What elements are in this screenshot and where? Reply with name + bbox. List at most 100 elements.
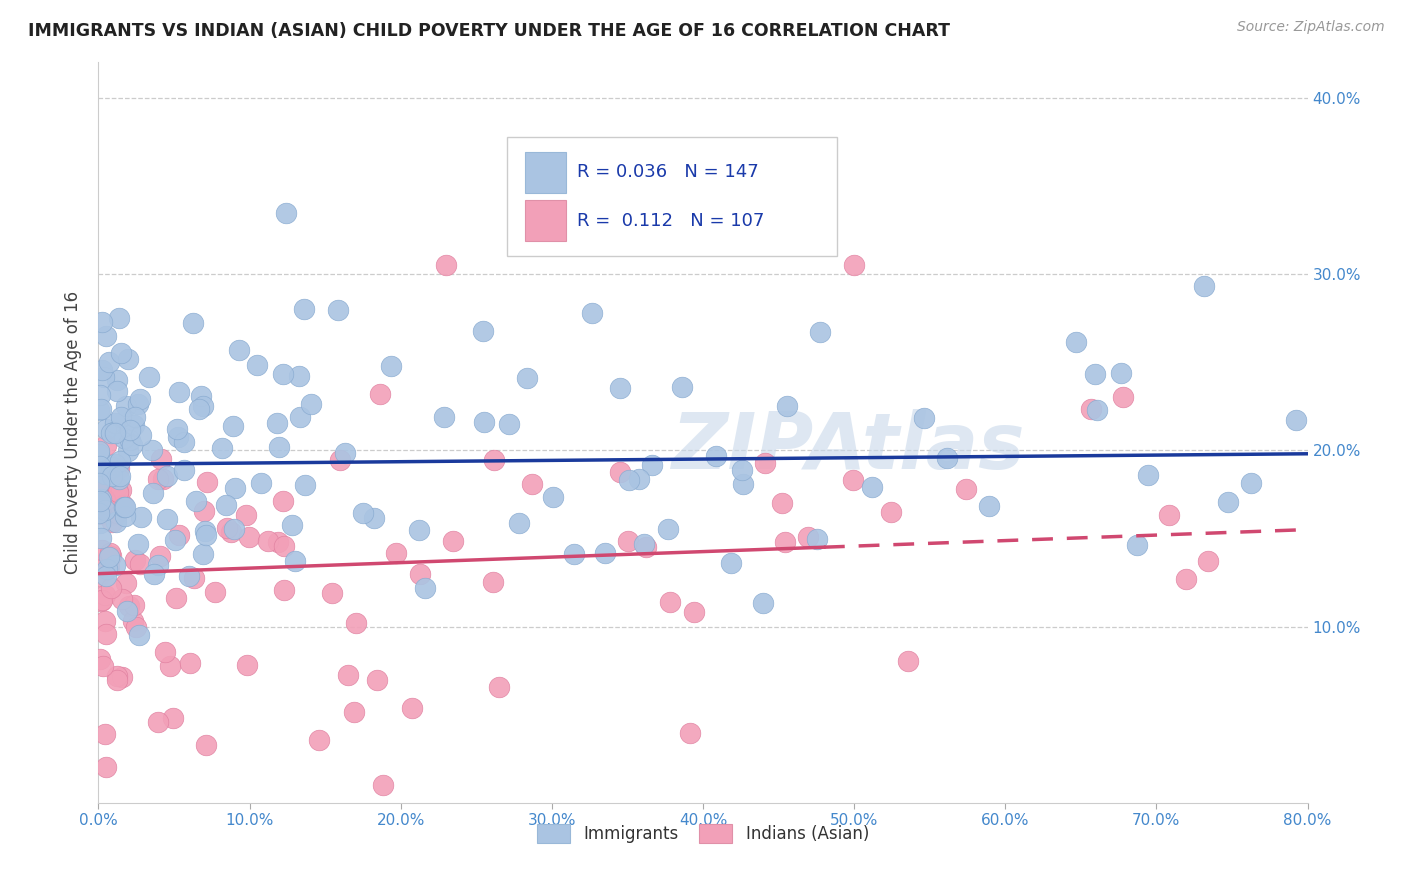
Point xyxy=(117,352,139,367)
Point xyxy=(105,373,128,387)
Point xyxy=(96,568,118,582)
Point xyxy=(609,465,631,479)
Point xyxy=(979,499,1001,513)
Point xyxy=(104,457,127,471)
Point xyxy=(93,369,115,384)
Point xyxy=(87,475,110,490)
Point xyxy=(581,306,603,320)
Point xyxy=(91,542,114,557)
Point xyxy=(152,473,174,487)
Point xyxy=(385,546,408,560)
Point xyxy=(90,507,112,521)
Point xyxy=(271,367,294,381)
Point xyxy=(100,425,122,440)
Point xyxy=(112,431,135,445)
Point xyxy=(110,345,132,359)
Point xyxy=(101,468,124,483)
Point xyxy=(215,521,238,535)
Point xyxy=(752,596,775,610)
Point xyxy=(98,546,121,560)
Point xyxy=(433,409,456,424)
Point xyxy=(87,447,110,461)
Y-axis label: Child Poverty Under the Age of 16: Child Poverty Under the Age of 16 xyxy=(65,291,83,574)
Point xyxy=(142,486,165,500)
Point xyxy=(720,556,742,570)
Point xyxy=(110,592,132,607)
Point xyxy=(105,506,128,520)
Point xyxy=(266,417,288,431)
Point xyxy=(104,425,127,440)
Point xyxy=(108,472,131,486)
Point xyxy=(153,645,176,659)
Point xyxy=(105,668,128,682)
Point xyxy=(101,459,124,474)
Point xyxy=(146,558,169,572)
Point xyxy=(224,481,246,495)
Point xyxy=(224,522,246,536)
Point xyxy=(488,680,510,694)
Point xyxy=(190,389,212,403)
Point xyxy=(593,546,616,560)
Point xyxy=(222,418,245,433)
Point xyxy=(115,604,138,618)
Point xyxy=(93,557,115,571)
Point xyxy=(181,317,204,331)
Point xyxy=(515,371,537,385)
Point xyxy=(89,569,111,583)
Point xyxy=(273,582,295,597)
Point xyxy=(118,599,141,613)
Point xyxy=(96,760,118,774)
Point xyxy=(754,457,776,471)
Point xyxy=(112,498,135,512)
Point xyxy=(122,417,145,432)
Point xyxy=(508,516,530,530)
Point xyxy=(366,673,388,688)
Point xyxy=(290,409,312,424)
Point xyxy=(281,517,304,532)
Point xyxy=(935,450,957,465)
Point xyxy=(90,363,112,377)
Point xyxy=(773,535,796,549)
Point xyxy=(194,524,217,539)
Point xyxy=(1085,403,1108,417)
Point xyxy=(498,417,520,431)
Point xyxy=(89,484,111,499)
Point xyxy=(1240,475,1263,490)
Point xyxy=(166,422,188,436)
Point xyxy=(474,415,496,429)
Point xyxy=(94,467,117,481)
Point xyxy=(326,302,349,317)
Point xyxy=(159,659,181,673)
Point xyxy=(129,427,152,442)
Point xyxy=(249,476,271,491)
Point xyxy=(215,498,238,512)
Point xyxy=(105,384,128,398)
Point xyxy=(292,301,315,316)
Point xyxy=(658,595,681,609)
Point xyxy=(167,430,190,444)
Point xyxy=(329,452,352,467)
Point xyxy=(276,206,298,220)
Point xyxy=(165,591,187,605)
Point xyxy=(671,379,693,393)
Point xyxy=(148,714,170,729)
Point xyxy=(107,504,129,518)
Point xyxy=(195,475,218,489)
Point xyxy=(441,533,464,548)
Point xyxy=(89,516,111,531)
Point xyxy=(413,581,436,595)
Point xyxy=(108,454,131,468)
Point xyxy=(299,397,322,411)
Point xyxy=(89,388,111,402)
Text: ZIPAtlas: ZIPAtlas xyxy=(671,409,1025,485)
Point xyxy=(89,402,111,417)
Point xyxy=(90,475,112,489)
Point xyxy=(634,541,657,555)
Point xyxy=(897,654,920,668)
Point xyxy=(1084,367,1107,381)
Point xyxy=(1112,390,1135,404)
Point xyxy=(1126,538,1149,552)
Point xyxy=(641,458,664,472)
Point xyxy=(89,651,111,665)
Point xyxy=(195,738,218,752)
